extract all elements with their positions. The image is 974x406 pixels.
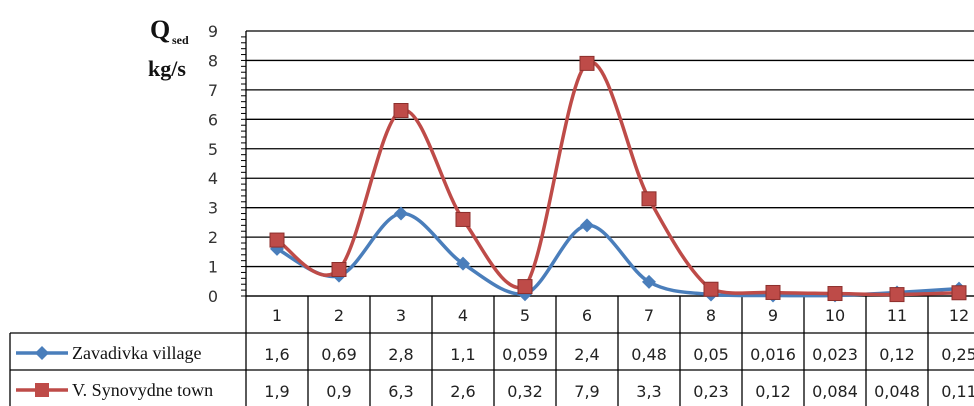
category-label: 6 bbox=[582, 306, 592, 325]
data-cell: 0,9 bbox=[326, 382, 351, 401]
data-cell: 0,059 bbox=[502, 345, 548, 364]
y-tick-label: 2 bbox=[208, 228, 218, 247]
series-line bbox=[276, 211, 960, 298]
category-label: 8 bbox=[706, 306, 716, 325]
data-cell: 0,12 bbox=[879, 345, 915, 364]
data-cell: 0,48 bbox=[631, 345, 667, 364]
series-line bbox=[276, 60, 960, 297]
y-tick-label: 4 bbox=[208, 169, 218, 188]
data-cell: 2,4 bbox=[574, 345, 599, 364]
data-point-square bbox=[517, 279, 533, 295]
legend-key-marker bbox=[35, 346, 49, 360]
series-lines bbox=[276, 60, 960, 298]
data-cell: 7,9 bbox=[574, 382, 599, 401]
data-cell: 0,048 bbox=[874, 382, 920, 401]
data-point-square bbox=[331, 262, 347, 277]
series-markers bbox=[269, 55, 967, 303]
y-tick-label: 9 bbox=[208, 22, 218, 41]
data-point-square bbox=[951, 285, 967, 301]
data-cell: 2,8 bbox=[388, 345, 413, 364]
data-cell: 6,3 bbox=[388, 382, 413, 401]
category-label: 2 bbox=[334, 306, 344, 325]
y-tick-label: 8 bbox=[208, 51, 218, 70]
data-point-diamond bbox=[456, 256, 470, 271]
series-name: V. Synovydne town bbox=[72, 380, 213, 400]
y-tick-label: 3 bbox=[208, 199, 218, 218]
data-point-square bbox=[827, 286, 843, 302]
data-point-square bbox=[579, 55, 595, 71]
data-cell: 0,25 bbox=[941, 345, 974, 364]
data-point-diamond bbox=[642, 274, 656, 289]
y-tick-label: 6 bbox=[208, 110, 218, 129]
category-label: 1 bbox=[272, 306, 282, 325]
data-cell: 0,32 bbox=[507, 382, 543, 401]
data-point-square bbox=[269, 232, 285, 248]
y-tick-label: 5 bbox=[208, 140, 218, 159]
category-label: 11 bbox=[887, 306, 907, 325]
data-cell: 0,69 bbox=[321, 345, 357, 364]
y-axis-label: Q sed kg/s bbox=[148, 15, 189, 81]
data-point-square bbox=[889, 287, 905, 303]
y-axis-ticks: 0 1 2 3 4 5 6 7 8 9 bbox=[208, 22, 218, 306]
data-cell: 1,1 bbox=[450, 345, 475, 364]
data-cell: 3,3 bbox=[636, 382, 661, 401]
y-label-sub: sed bbox=[172, 33, 189, 47]
data-point-square bbox=[641, 191, 657, 207]
data-cell: 0,11 bbox=[941, 382, 974, 401]
series-name: Zavadivka village bbox=[72, 343, 201, 363]
data-point-square bbox=[703, 281, 719, 297]
y-label-main: Q bbox=[150, 15, 170, 44]
data-cell: 2,6 bbox=[450, 382, 475, 401]
data-cell: 0,23 bbox=[693, 382, 729, 401]
category-label: 9 bbox=[768, 306, 778, 325]
gridlines bbox=[241, 30, 974, 297]
data-point-square bbox=[393, 103, 409, 118]
y-tick-label: 1 bbox=[208, 258, 218, 277]
y-label-unit: kg/s bbox=[148, 56, 186, 81]
data-cell: 1,6 bbox=[264, 345, 289, 364]
data-point-diamond bbox=[394, 206, 408, 221]
category-label: 7 bbox=[644, 306, 654, 325]
category-label: 12 bbox=[949, 306, 969, 325]
data-cell: 1,9 bbox=[264, 382, 289, 401]
category-label: 5 bbox=[520, 306, 530, 325]
data-cell: 0,12 bbox=[755, 382, 791, 401]
data-point-square bbox=[765, 284, 781, 300]
data-point-square bbox=[455, 211, 471, 227]
y-tick-label: 7 bbox=[208, 81, 218, 100]
category-label: 3 bbox=[396, 306, 406, 325]
category-label: 10 bbox=[825, 306, 845, 325]
data-point-diamond bbox=[580, 218, 594, 233]
legend-key-marker bbox=[35, 383, 49, 397]
data-cell: 0,016 bbox=[750, 345, 796, 364]
y-tick-label: 0 bbox=[208, 287, 218, 306]
data-cell: 0,023 bbox=[812, 345, 858, 364]
data-cell: 0,05 bbox=[693, 345, 729, 364]
category-label: 4 bbox=[458, 306, 468, 325]
data-cell: 0,084 bbox=[812, 382, 858, 401]
